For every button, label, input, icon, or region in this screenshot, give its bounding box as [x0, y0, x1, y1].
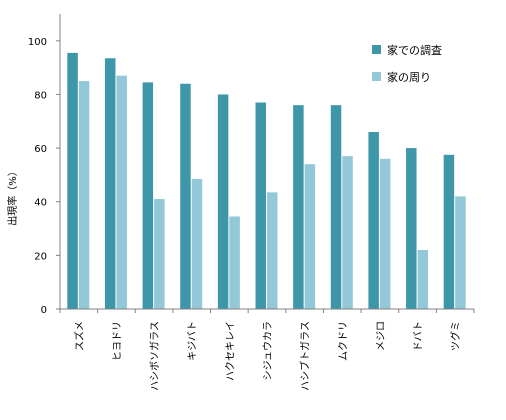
bar-survey-home: [180, 83, 191, 310]
bar-survey-home: [142, 82, 154, 310]
y-tick-label: 80: [34, 90, 47, 101]
bar-around-home: [417, 250, 429, 309]
y-tick-label: 0: [41, 305, 47, 316]
bar-around-home: [191, 178, 203, 309]
bar-survey-home: [368, 132, 379, 309]
bar-around-home: [78, 81, 90, 309]
bar-around-home: [379, 158, 391, 309]
x-category-label: ハシボソガラス: [149, 321, 161, 391]
y-tick-label: 100: [28, 37, 47, 48]
x-category-label: キジバト: [187, 321, 199, 361]
legend-swatch: [372, 72, 381, 81]
bar-survey-home: [217, 94, 229, 309]
y-axis: 0 20 40 60 80 100: [28, 14, 61, 316]
x-category-label: ドバト: [413, 321, 425, 351]
bar-around-home: [304, 164, 316, 309]
y-tick-label: 40: [34, 198, 47, 209]
bar-around-home: [229, 216, 240, 309]
legend-label: 家での調査: [387, 43, 442, 57]
bar-survey-home: [330, 105, 342, 309]
bar-survey-home: [67, 52, 78, 310]
y-tick-label: 60: [34, 144, 47, 155]
y-tick-label: 20: [34, 251, 47, 262]
bar-survey-home: [255, 102, 266, 309]
bar-around-home: [455, 196, 466, 309]
bar-survey-home: [104, 58, 116, 309]
x-category-label: スズメ: [73, 321, 86, 351]
bars: [67, 52, 466, 310]
x-axis: スズメ ヒヨドリ ハシボソガラス キジバト ハクセキレイ シジュウカラ ハシブトガラス ムクド…: [59, 308, 475, 391]
x-category-label: ツグミ: [449, 321, 462, 351]
bar-survey-home: [406, 148, 417, 309]
x-category-label: ハクセキレイ: [224, 321, 236, 381]
bar-around-home: [116, 75, 127, 309]
x-category-label: メジロ: [376, 321, 387, 351]
x-category-label: ヒヨドリ: [111, 321, 123, 361]
bar-around-home: [342, 156, 353, 309]
bar-around-home: [267, 192, 278, 309]
y-axis-label: 出現率（%）: [6, 166, 19, 226]
bar-around-home: [154, 199, 165, 309]
legend-label: 家の周り: [387, 70, 431, 84]
legend-swatch: [372, 45, 381, 54]
x-category-label: ハシブトガラス: [299, 321, 312, 391]
x-category-label: シジュウカラ: [262, 321, 274, 380]
bar-survey-home: [443, 154, 455, 309]
bar-survey-home: [293, 105, 304, 309]
x-category-label: ムクドリ: [337, 321, 349, 361]
